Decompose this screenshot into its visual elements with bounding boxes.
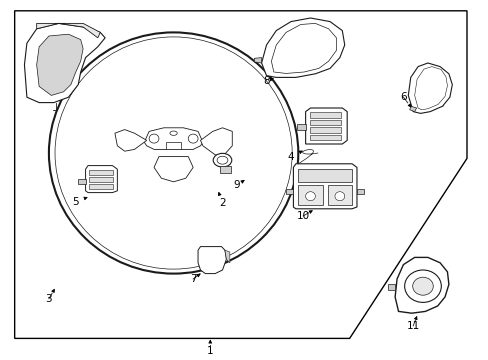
Polygon shape — [200, 128, 232, 157]
Text: 8: 8 — [263, 76, 269, 86]
Text: 7: 7 — [189, 274, 196, 284]
Ellipse shape — [334, 192, 344, 201]
Polygon shape — [154, 157, 193, 182]
Polygon shape — [115, 130, 146, 151]
Polygon shape — [387, 284, 394, 290]
Ellipse shape — [404, 270, 440, 302]
Polygon shape — [198, 247, 226, 274]
Text: 1: 1 — [206, 346, 213, 356]
Polygon shape — [296, 124, 305, 130]
Ellipse shape — [213, 153, 231, 167]
Text: 10: 10 — [296, 211, 309, 221]
Text: 6: 6 — [399, 92, 406, 102]
Bar — [309, 135, 341, 140]
Polygon shape — [37, 34, 83, 95]
Text: 5: 5 — [72, 197, 79, 207]
Bar — [309, 127, 341, 133]
Ellipse shape — [188, 134, 198, 143]
Ellipse shape — [55, 37, 291, 269]
Polygon shape — [15, 11, 466, 338]
Bar — [89, 177, 113, 182]
Polygon shape — [356, 189, 364, 194]
Bar — [298, 169, 351, 182]
Ellipse shape — [49, 32, 298, 274]
Polygon shape — [293, 164, 356, 209]
Polygon shape — [409, 106, 416, 112]
Polygon shape — [305, 108, 346, 144]
Bar — [309, 112, 341, 118]
Bar — [89, 184, 113, 189]
Polygon shape — [271, 23, 336, 73]
Polygon shape — [254, 58, 261, 63]
Polygon shape — [37, 23, 100, 38]
Text: 4: 4 — [287, 152, 294, 162]
Polygon shape — [407, 63, 451, 113]
Ellipse shape — [149, 134, 159, 143]
Polygon shape — [144, 128, 203, 149]
Ellipse shape — [170, 131, 177, 135]
Polygon shape — [85, 166, 117, 193]
Text: 3: 3 — [45, 294, 52, 304]
Bar — [89, 170, 113, 175]
Polygon shape — [394, 257, 448, 313]
Text: 2: 2 — [219, 198, 225, 208]
Polygon shape — [285, 189, 293, 194]
Bar — [327, 185, 351, 205]
Ellipse shape — [217, 156, 227, 164]
Polygon shape — [414, 67, 447, 110]
Text: 9: 9 — [233, 180, 240, 190]
Bar — [166, 142, 181, 149]
Polygon shape — [224, 250, 229, 263]
Polygon shape — [78, 179, 85, 184]
Text: 11: 11 — [406, 321, 419, 331]
Ellipse shape — [305, 192, 315, 201]
Bar — [298, 185, 322, 205]
Bar — [220, 166, 230, 173]
Ellipse shape — [412, 277, 432, 295]
Bar — [309, 120, 341, 125]
Polygon shape — [24, 23, 105, 103]
Polygon shape — [261, 18, 344, 77]
